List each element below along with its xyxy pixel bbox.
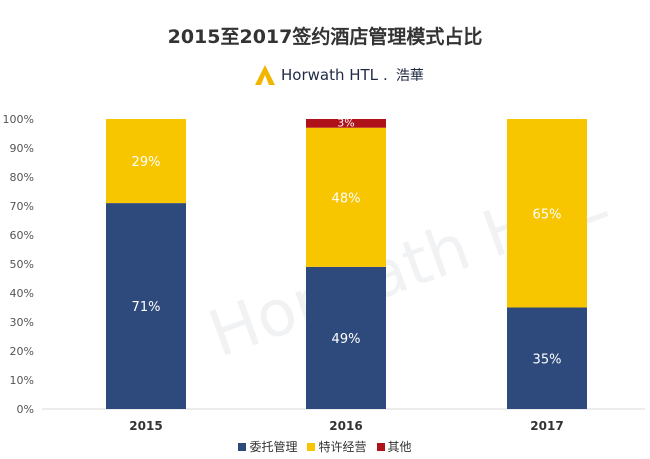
logo-mark: . bbox=[383, 66, 388, 84]
legend-item-2: 特许经营 bbox=[307, 438, 367, 455]
bar-2016-series-2 bbox=[306, 127, 386, 267]
bar-2015-series-2 bbox=[106, 119, 186, 204]
legend-swatch-1 bbox=[238, 442, 247, 451]
y-tick-label: 0% bbox=[17, 403, 34, 416]
chart-title: 2015至2017签约酒店管理模式占比 bbox=[167, 26, 483, 48]
y-tick-label: 10% bbox=[10, 374, 34, 387]
data-label: 49% bbox=[332, 332, 361, 347]
bar-2016-series-3 bbox=[306, 119, 386, 128]
legend-label-1: 委托管理 bbox=[249, 440, 298, 454]
data-label: 48% bbox=[332, 191, 361, 206]
y-tick-label: 20% bbox=[10, 345, 34, 358]
data-label: 65% bbox=[533, 207, 562, 222]
data-label: 71% bbox=[132, 300, 161, 315]
y-tick-label: 100% bbox=[3, 113, 34, 126]
x-tick-label: 2016 bbox=[329, 419, 362, 433]
y-tick-label: 90% bbox=[10, 142, 34, 155]
y-tick-label: 60% bbox=[10, 229, 34, 242]
data-label: 3% bbox=[337, 116, 354, 129]
y-tick-label: 80% bbox=[10, 171, 34, 184]
logo-chinese: 浩華 bbox=[395, 68, 424, 84]
legend-swatch-3 bbox=[376, 442, 385, 451]
data-label: 35% bbox=[533, 352, 562, 367]
bar-2016-series-1 bbox=[306, 266, 386, 409]
bar-2017-series-2 bbox=[507, 119, 587, 308]
data-label: 29% bbox=[132, 155, 161, 170]
legend-label-2: 特许经营 bbox=[318, 440, 367, 454]
bar-2017-series-1 bbox=[507, 307, 587, 409]
legend: 委托管理 特许经营 其他 bbox=[0, 438, 650, 455]
legend-swatch-2 bbox=[307, 442, 316, 451]
bar-2015-series-1 bbox=[106, 203, 186, 409]
logo-icon bbox=[255, 65, 275, 85]
y-tick-label: 70% bbox=[10, 200, 34, 213]
legend-item-1: 委托管理 bbox=[238, 438, 297, 455]
y-tick-label: 50% bbox=[10, 258, 34, 271]
logo: Horwath HTL. 浩華 bbox=[254, 63, 424, 87]
legend-label-3: 其他 bbox=[387, 440, 412, 454]
legend-item-3: 其他 bbox=[376, 438, 412, 455]
logo-text: Horwath HTL bbox=[281, 66, 379, 84]
x-tick-label: 2015 bbox=[129, 419, 162, 433]
y-tick-label: 30% bbox=[10, 316, 34, 329]
y-tick-label: 40% bbox=[10, 287, 34, 300]
x-tick-label: 2017 bbox=[530, 419, 563, 433]
